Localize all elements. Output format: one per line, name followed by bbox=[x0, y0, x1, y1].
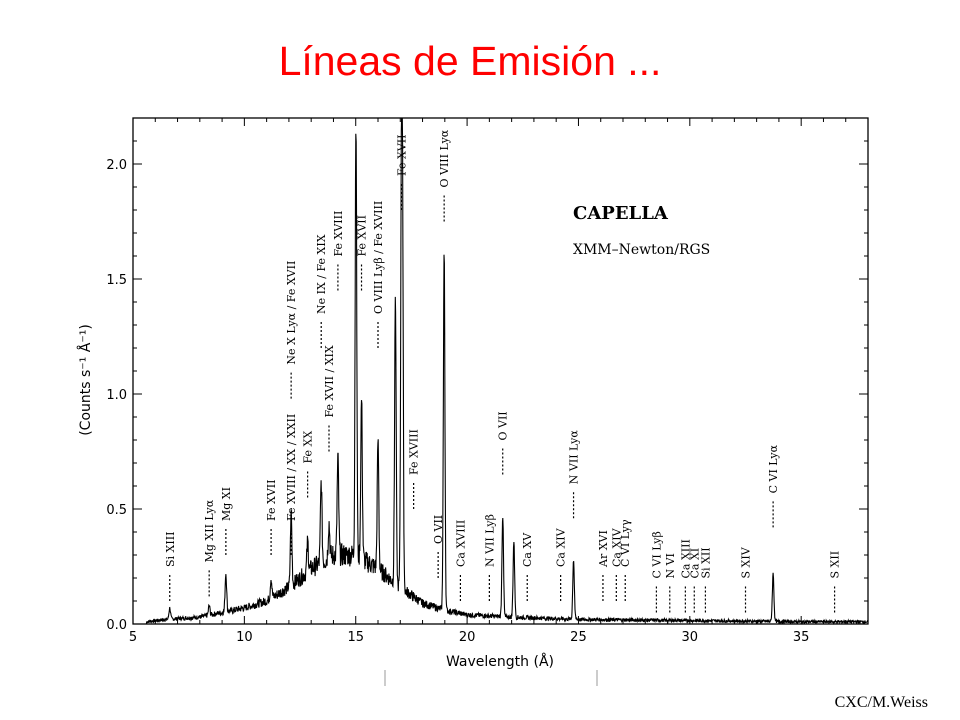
y-tick-label: 1.5 bbox=[106, 273, 127, 288]
emission-line-label: O VIII Lyβ / Fe XVIII bbox=[372, 201, 385, 314]
x-axis-label: Wavelength (Å) bbox=[446, 653, 554, 670]
axis-ticks: 5 10 15 20 25 30 35 0.0 0.5 1.0 1.5 2.0 bbox=[106, 118, 868, 645]
emission-line-label: O VII bbox=[432, 515, 445, 544]
plot-frame bbox=[132, 117, 869, 625]
emission-line-label: Ca XI bbox=[688, 548, 701, 579]
x-tick-label: 35 bbox=[793, 630, 810, 645]
y-tick-label: 2.0 bbox=[106, 158, 127, 173]
spectrum bbox=[145, 117, 869, 625]
emission-line-label: Fe XVII / XIX bbox=[323, 345, 336, 417]
emission-line-label: C VI Lyγ bbox=[619, 519, 632, 567]
emission-line-label: Fe XVIII bbox=[332, 211, 345, 257]
slide-title: Líneas de Emisión ... bbox=[278, 38, 662, 84]
emission-line-label: Fe XVII bbox=[395, 134, 408, 176]
emission-line-label: N VII Lyβ bbox=[483, 514, 496, 567]
emission-line-label: Ca XIII bbox=[679, 539, 692, 578]
emission-line-label: Ar XVI bbox=[597, 530, 610, 568]
emission-line-label: Si XIII bbox=[164, 532, 177, 567]
x-tick-label: 15 bbox=[347, 630, 364, 645]
y-tick-label: 0.0 bbox=[106, 618, 127, 633]
x-tick-label: 25 bbox=[570, 630, 587, 645]
line-labels: Si XIII Mg XII Lyα Mg XI Fe XVII Fe XVIII / … bbox=[164, 129, 842, 613]
emission-line-label: C VI Lyβ bbox=[650, 531, 663, 578]
emission-line-label: Mg XII Lyα bbox=[203, 499, 216, 562]
x-tick-label: 5 bbox=[129, 630, 137, 645]
emission-line-label: N VI bbox=[664, 553, 677, 578]
emission-line-label: S XIV bbox=[740, 546, 753, 578]
x-tick-label: 30 bbox=[682, 630, 699, 645]
emission-line-label: Fe XX bbox=[302, 431, 315, 464]
emission-line-label: Fe XVII bbox=[265, 479, 278, 521]
emission-line-label: Fe XVIII bbox=[408, 429, 421, 475]
x-tick-label: 20 bbox=[459, 630, 476, 645]
y-tick-label: 1.0 bbox=[106, 388, 127, 403]
annotation-subtitle: XMM–Newton/RGS bbox=[573, 242, 710, 258]
emission-line-label: S XII bbox=[829, 551, 842, 579]
emission-line-label: Si XII bbox=[699, 547, 712, 578]
image-credit: CXC/M.Weiss bbox=[834, 694, 928, 711]
emission-line-label: N VII Lyα bbox=[568, 430, 581, 485]
y-axis-label: (Counts s⁻¹ Å⁻¹) bbox=[77, 324, 94, 436]
x-tick-label: 10 bbox=[236, 630, 253, 645]
emission-line-label: Fe XVIII / XX / XXII bbox=[285, 414, 298, 521]
emission-line-label: C VI Lyα bbox=[767, 444, 780, 493]
emission-line-label: Ca XV bbox=[521, 532, 534, 567]
emission-line-label: O VIII Lyα bbox=[438, 129, 451, 187]
emission-line-label: Ne X Lyα / Fe XVII bbox=[285, 261, 298, 365]
emission-line-label: Ca XIV bbox=[555, 527, 568, 567]
emission-line-label: O VII bbox=[497, 411, 510, 440]
emission-line-label: Ca XVIII bbox=[454, 520, 467, 567]
annotation-title: CAPELLA bbox=[573, 203, 669, 224]
emission-line-label: Mg XI bbox=[220, 487, 233, 521]
spectrum-line bbox=[145, 117, 869, 625]
emission-line-label: Ca XIV bbox=[610, 527, 623, 567]
y-tick-label: 0.5 bbox=[106, 503, 127, 518]
emission-line-label: Fe XVII bbox=[356, 215, 369, 257]
emission-line-label: Ne IX / Fe XIX bbox=[315, 234, 328, 314]
